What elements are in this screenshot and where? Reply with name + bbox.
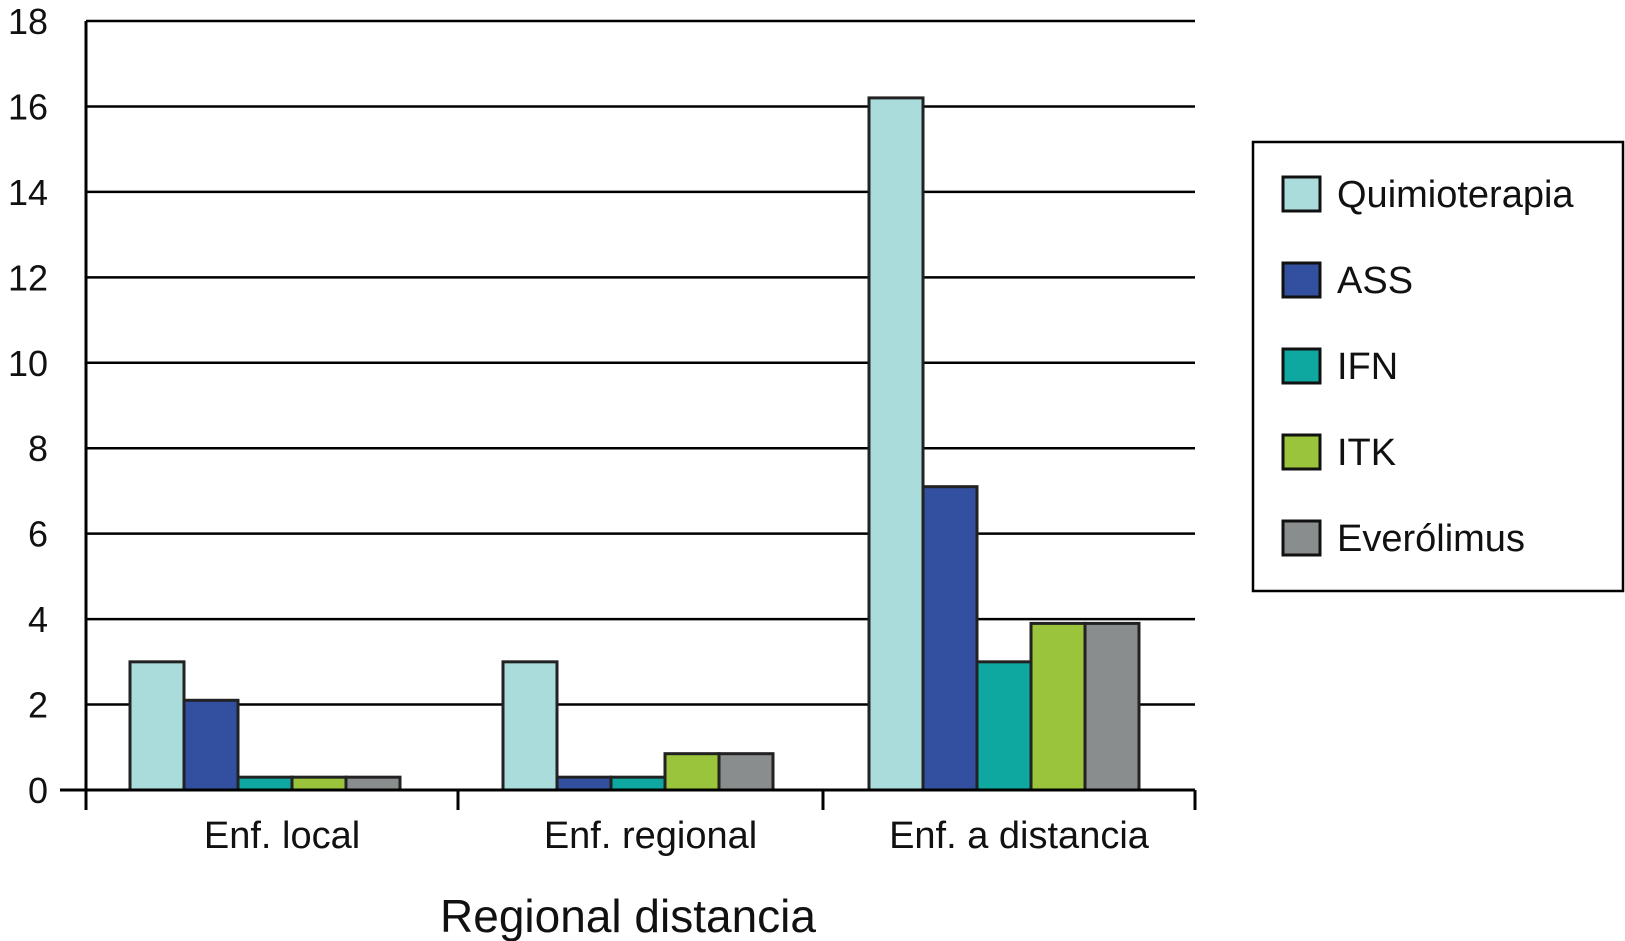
y-tick-label: 8 [28,428,48,469]
bar [236,775,294,792]
bar [717,752,775,792]
bar [1029,621,1087,792]
legend-swatch [1281,347,1322,385]
bar [501,660,559,792]
bar [128,660,186,792]
y-tick-label: 18 [8,1,48,42]
bar [609,775,667,792]
bar [975,660,1033,792]
bar [290,775,348,792]
x-axis-label: Regional distancia [440,890,816,941]
y-tick-labels: 0 2 4 6 8 10 12 14 16 18 [8,1,48,811]
legend-swatch [1281,519,1322,557]
legend-label: Everólimus [1337,518,1525,560]
legend-label: Quimioterapia [1337,174,1574,216]
bar [921,485,979,792]
x-tick-labels: Enf. local Enf. regional Enf. a distancia [204,815,1150,857]
legend-swatch [1281,261,1322,299]
bar [344,775,402,792]
x-tick-label: Enf. regional [544,815,757,857]
y-tick-label: 4 [28,599,48,640]
bar [867,96,925,792]
legend-swatch [1281,433,1322,471]
legend-label: ASS [1337,260,1413,302]
legend: Quimioterapia ASS IFN ITK Everólimus [1251,140,1625,593]
bar [555,775,613,792]
y-tick-label: 10 [8,343,48,384]
bars [128,96,1141,792]
legend-label: IFN [1337,346,1398,388]
y-tick-label: 0 [28,770,48,811]
y-tick-label: 14 [8,172,48,213]
x-tick-label: Enf. a distancia [889,815,1150,857]
bar [1083,621,1141,792]
axes [60,21,1197,810]
y-tick-label: 16 [8,86,48,127]
legend-label: ITK [1337,432,1396,474]
y-tick-label: 2 [28,685,48,726]
legend-swatch [1281,175,1322,213]
x-tick-label: Enf. local [204,815,360,857]
gridlines [86,19,1195,706]
y-tick-label: 12 [8,257,48,298]
bar [663,752,721,792]
y-tick-label: 6 [28,514,48,555]
bar [182,698,240,792]
